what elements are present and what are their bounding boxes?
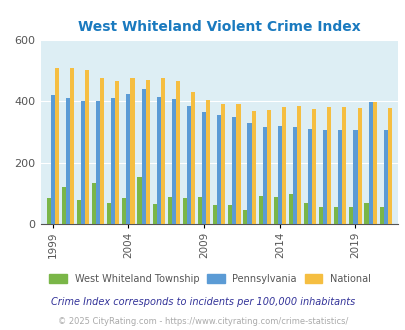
Bar — [307, 129, 311, 224]
Bar — [126, 93, 130, 224]
Bar — [202, 112, 206, 224]
Title: West Whiteland Violent Crime Index: West Whiteland Violent Crime Index — [78, 20, 360, 34]
Bar — [100, 78, 104, 224]
Bar — [77, 200, 81, 224]
Bar — [311, 109, 315, 224]
Bar — [141, 89, 145, 224]
Bar — [303, 203, 307, 224]
Bar — [156, 97, 160, 224]
Bar — [326, 107, 330, 224]
Bar — [292, 127, 296, 224]
Bar — [247, 123, 251, 224]
Bar — [322, 130, 326, 224]
Bar — [368, 102, 372, 224]
Bar — [182, 198, 186, 224]
Bar — [266, 110, 270, 224]
Bar — [258, 196, 262, 224]
Legend: West Whiteland Township, Pennsylvania, National: West Whiteland Township, Pennsylvania, N… — [45, 270, 374, 288]
Bar — [221, 104, 225, 224]
Bar — [175, 81, 179, 224]
Bar — [232, 117, 236, 224]
Bar — [353, 130, 357, 224]
Bar — [251, 111, 255, 224]
Bar — [206, 100, 210, 224]
Bar — [296, 106, 301, 224]
Bar — [167, 197, 171, 224]
Bar — [333, 208, 337, 224]
Bar — [62, 187, 66, 224]
Bar — [372, 102, 376, 224]
Bar — [70, 68, 74, 224]
Bar — [55, 68, 59, 224]
Bar — [137, 177, 141, 224]
Bar — [357, 108, 361, 224]
Bar — [152, 204, 156, 224]
Bar — [387, 108, 391, 224]
Bar — [236, 104, 240, 224]
Bar — [96, 101, 100, 224]
Bar — [243, 210, 247, 224]
Bar — [186, 106, 190, 224]
Bar — [228, 205, 232, 224]
Bar — [217, 115, 221, 224]
Bar — [262, 127, 266, 224]
Bar — [383, 130, 387, 224]
Bar — [171, 99, 175, 224]
Bar — [288, 194, 292, 224]
Bar — [81, 101, 85, 224]
Bar — [51, 95, 55, 224]
Bar — [107, 203, 111, 224]
Bar — [318, 208, 322, 224]
Bar — [92, 183, 96, 224]
Bar — [348, 208, 353, 224]
Bar — [190, 92, 195, 224]
Bar — [213, 205, 217, 224]
Bar — [379, 208, 383, 224]
Text: Crime Index corresponds to incidents per 100,000 inhabitants: Crime Index corresponds to incidents per… — [51, 297, 354, 307]
Bar — [277, 126, 281, 224]
Bar — [47, 198, 51, 224]
Bar — [281, 107, 285, 224]
Bar — [341, 107, 345, 224]
Bar — [122, 198, 126, 224]
Bar — [130, 78, 134, 224]
Text: © 2025 CityRating.com - https://www.cityrating.com/crime-statistics/: © 2025 CityRating.com - https://www.city… — [58, 317, 347, 326]
Bar — [145, 80, 149, 224]
Bar — [160, 78, 164, 224]
Bar — [337, 130, 341, 224]
Bar — [273, 197, 277, 224]
Bar — [85, 70, 89, 224]
Bar — [66, 98, 70, 224]
Bar — [198, 197, 202, 224]
Bar — [115, 81, 119, 224]
Bar — [111, 98, 115, 224]
Bar — [364, 203, 368, 224]
